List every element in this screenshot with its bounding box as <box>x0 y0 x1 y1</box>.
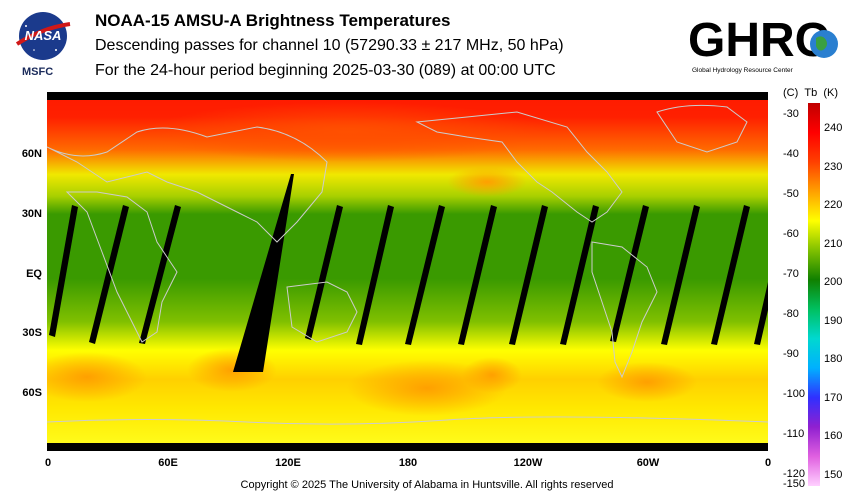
north-pole-gap <box>47 92 768 100</box>
svg-text:GHRC: GHRC <box>688 14 829 67</box>
colorbar-kelvin-label: 190 <box>824 314 843 327</box>
colorbar-celsius-label: -100 <box>783 388 806 400</box>
colorbar-kelvin-label: 160 <box>824 430 843 442</box>
lon-tick-180: 180 <box>398 457 418 469</box>
lat-tick-60s: 60S <box>22 387 42 399</box>
lon-tick-0-east: 0 <box>764 457 772 469</box>
colorbar-kelvin-label: 180 <box>824 353 843 365</box>
svg-text:Global Hydrology Resource Cent: Global Hydrology Resource Center <box>692 67 794 74</box>
colorbar-kelvin-label: 210 <box>824 237 843 250</box>
colorbar-kelvin-label: 220 <box>824 199 843 211</box>
colorbar-kelvin-label: 150 <box>824 468 843 481</box>
copyright-footer: Copyright © 2025 The University of Alaba… <box>240 479 614 491</box>
colorbar-celsius-label: -110 <box>783 428 805 440</box>
msfc-label: MSFC <box>22 66 54 78</box>
colorbar-celsius-label: -60 <box>783 228 799 240</box>
colorbar-celsius-label: -120 <box>783 468 806 480</box>
colorbar-celsius-label: -70 <box>783 268 799 280</box>
colorbar-kelvin-label: 200 <box>824 276 843 288</box>
colorbar-kelvin-label: 230 <box>824 160 843 173</box>
subtitle-period: For the 24-hour period beginning 2025-03… <box>95 62 556 79</box>
lon-tick-60e: 60E <box>158 457 178 469</box>
lon-tick-120e: 120E <box>275 457 301 469</box>
lat-tick-eq: EQ <box>26 268 42 280</box>
lat-tick-30s: 30S <box>22 327 42 339</box>
lon-tick-120w: 120W <box>513 457 543 469</box>
colorbar <box>808 103 820 486</box>
ghrc-logo: GHRC Global Hydrology Resource Center <box>688 14 838 74</box>
coastlines <box>47 104 768 425</box>
svg-text:NASA: NASA <box>25 28 62 43</box>
colorbar-celsius-label: -150 <box>783 478 806 490</box>
colorbar-celsius-label: -50 <box>783 188 799 200</box>
colorbar-kelvin-label: 170 <box>824 391 843 404</box>
south-pole-gap <box>47 443 768 451</box>
lon-tick-0: 0 <box>44 457 52 469</box>
colorbar-celsius-label: -90 <box>783 348 799 360</box>
page-title: NOAA-15 AMSU-A Brightness Temperatures <box>95 11 451 30</box>
colorbar-celsius-label: -80 <box>783 308 799 320</box>
nasa-logo: NASA <box>15 12 71 60</box>
colorbar-header: (C) Tb (K) <box>783 87 839 99</box>
lon-tick-60w: 60W <box>636 457 660 469</box>
colorbar-celsius-label: -40 <box>783 148 799 160</box>
lat-tick-30n: 30N <box>21 208 42 220</box>
lat-tick-60n: 60N <box>21 148 42 160</box>
brightness-temperature-map <box>47 92 768 451</box>
colorbar-celsius-label: -30 <box>783 108 799 120</box>
subtitle-channel: Descending passes for channel 10 (57290.… <box>95 37 564 54</box>
colorbar-kelvin-label: 240 <box>824 122 843 134</box>
orbit-gaps <box>49 174 768 372</box>
